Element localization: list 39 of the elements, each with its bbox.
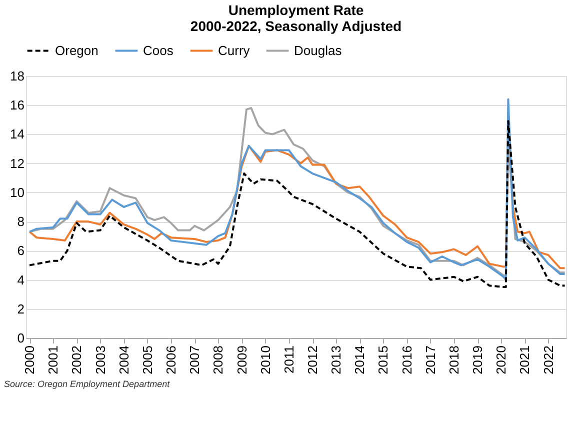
x-tick-label: 2014 bbox=[352, 346, 368, 374]
y-tick-label: 2 bbox=[17, 301, 24, 316]
y-tick-label: 16 bbox=[10, 98, 24, 113]
x-tick-label: 2019 bbox=[470, 346, 486, 374]
y-tick-label: 12 bbox=[10, 156, 24, 171]
y-tick-label: 10 bbox=[10, 184, 24, 200]
x-tick-label: 2001 bbox=[46, 346, 61, 374]
x-tick-label: 2018 bbox=[446, 346, 462, 374]
chart-title: Unemployment Rate 2000-2022, Seasonally Adjusted bbox=[190, 2, 402, 34]
x-tick-label: 2017 bbox=[422, 346, 438, 374]
x-tick-label: 2010 bbox=[258, 346, 273, 374]
legend-label: Curry bbox=[218, 42, 250, 58]
x-tick-label: 2011 bbox=[281, 346, 296, 374]
x-tick-label: 2015 bbox=[376, 346, 391, 374]
source-note: Source: Oregon Employment Department bbox=[4, 379, 170, 389]
x-tick-label: 2007 bbox=[187, 346, 202, 374]
x-tick-label: 2003 bbox=[92, 346, 108, 374]
x-tick-label: 2013 bbox=[328, 346, 344, 374]
x-tick-label: 2021 bbox=[517, 346, 532, 374]
x-tick-label: 2022 bbox=[540, 346, 556, 374]
x-tick-label: 2005 bbox=[140, 346, 155, 374]
legend-label: Coos bbox=[143, 42, 174, 58]
y-tick-label: 8 bbox=[17, 214, 24, 230]
x-tick-label: 2004 bbox=[116, 346, 132, 374]
y-tick-label: 18 bbox=[10, 68, 24, 84]
y-tick-label: 6 bbox=[17, 243, 24, 258]
x-tick-label: 2020 bbox=[494, 346, 509, 374]
x-tick-label: 2008 bbox=[210, 346, 226, 374]
y-tick-label: 14 bbox=[10, 126, 24, 142]
y-tick-label: 0 bbox=[17, 330, 24, 346]
x-tick-label: 2012 bbox=[305, 346, 320, 374]
x-tick-label: 2000 bbox=[22, 346, 38, 374]
y-tick-label: 4 bbox=[17, 272, 24, 288]
x-tick-label: 2016 bbox=[399, 346, 414, 374]
legend-label: Oregon bbox=[55, 42, 98, 58]
x-tick-label: 2009 bbox=[234, 346, 250, 374]
x-tick-label: 2002 bbox=[69, 346, 84, 374]
legend-label: Douglas bbox=[294, 42, 342, 58]
x-tick-label: 2006 bbox=[164, 346, 179, 374]
